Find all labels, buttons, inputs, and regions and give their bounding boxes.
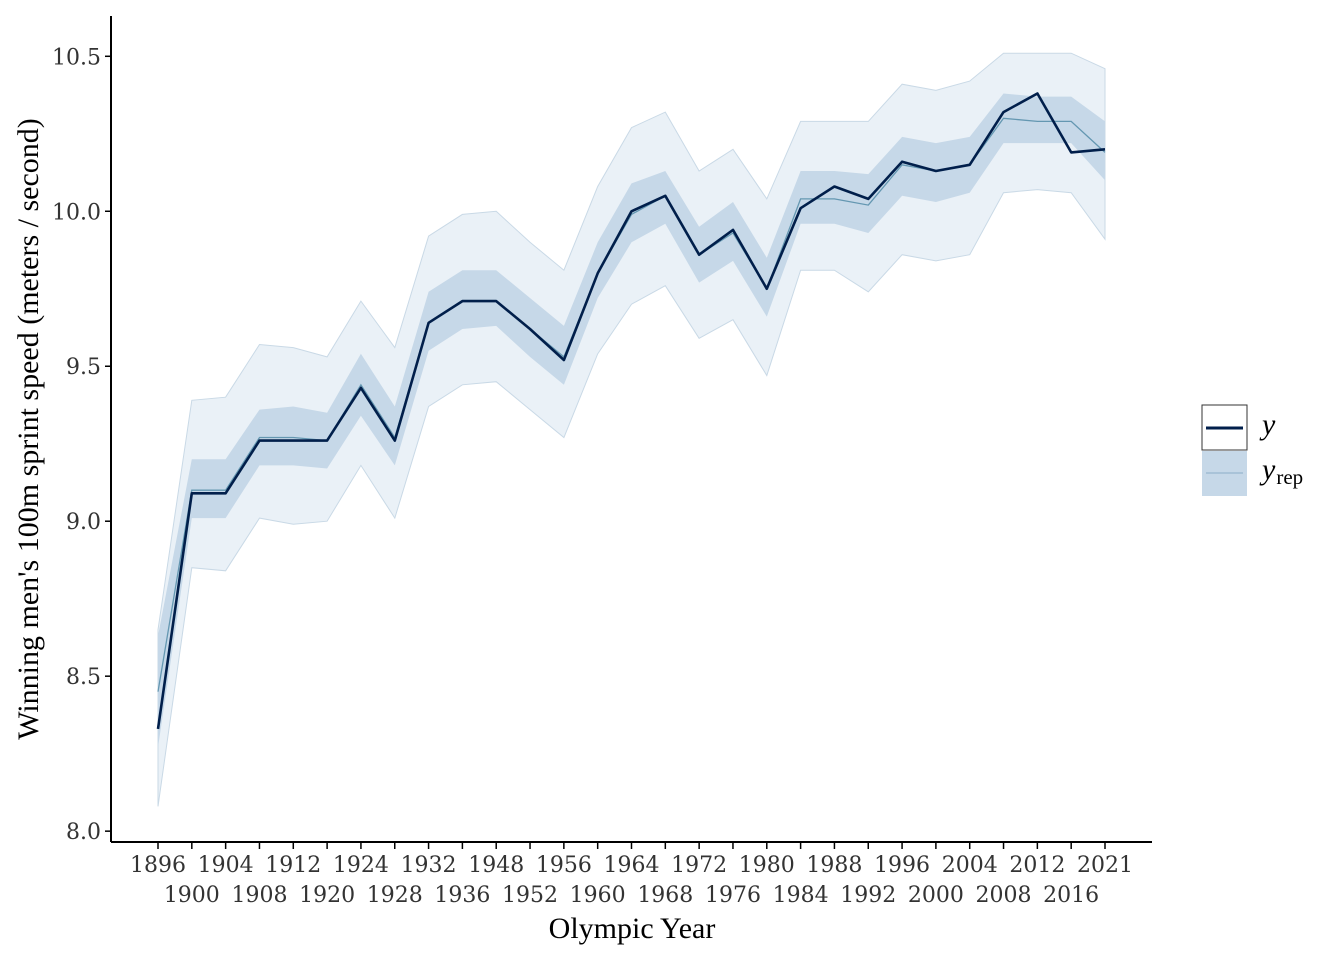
x-tick-label: 2016 xyxy=(1043,883,1099,908)
x-tick-label: 1928 xyxy=(367,883,423,908)
interval-bands xyxy=(157,52,1106,807)
x-tick-label: 1996 xyxy=(874,853,930,878)
x-tick-label: 1896 xyxy=(130,853,186,878)
y-tick-label: 9.0 xyxy=(66,510,101,535)
x-tick-label: 1956 xyxy=(536,853,592,878)
y-tick-label: 8.5 xyxy=(66,665,101,690)
x-tick-label: 1932 xyxy=(401,853,457,878)
y-ticks: 8.0 8.5 9.0 9.5 10.0 10.5 xyxy=(52,45,111,845)
x-tick-label: 1976 xyxy=(705,883,761,908)
x-axis-title: Olympic Year xyxy=(549,912,716,945)
x-tick-label: 1924 xyxy=(333,853,389,878)
x-tick-label: 2008 xyxy=(976,883,1032,908)
y-axis-title: Winning men's 100m sprint speed (meters … xyxy=(12,118,45,740)
series-lines xyxy=(156,92,1106,730)
x-tick-label: 1988 xyxy=(806,853,862,878)
legend-label-y: y xyxy=(1259,408,1276,441)
x-tick-label: 1904 xyxy=(198,853,254,878)
x-tick-label: 1980 xyxy=(739,853,795,878)
x-tick-label: 1992 xyxy=(840,883,896,908)
legend-label-yrep-sub: rep xyxy=(1276,465,1303,489)
x-tick-label: 1948 xyxy=(468,853,524,878)
x-tick-label: 1952 xyxy=(502,883,558,908)
x-tick-label: 1908 xyxy=(231,883,287,908)
x-tick-label: 1936 xyxy=(434,883,490,908)
x-tick-label: 1984 xyxy=(773,883,829,908)
x-tick-label: 1972 xyxy=(671,853,727,878)
x-tick-label: 2004 xyxy=(942,853,998,878)
legend-label-yrep: yrep xyxy=(1259,453,1303,489)
x-tick-label: 2012 xyxy=(1009,853,1065,878)
x-tick-label: 2000 xyxy=(908,883,964,908)
x-ticks: 1896 1900 1904 1908 1912 1920 1924 1928 1932 1936… xyxy=(130,842,1133,908)
inner-interval-band xyxy=(158,93,1105,748)
y-tick-label: 9.5 xyxy=(66,355,101,380)
y-tick-label: 8.0 xyxy=(66,820,101,845)
outer-interval-band xyxy=(157,52,1106,807)
x-tick-label: 1960 xyxy=(570,883,626,908)
legend: y yrep xyxy=(1201,404,1303,496)
x-tick-label: 1920 xyxy=(299,883,355,908)
y-tick-label: 10.5 xyxy=(52,45,101,70)
x-tick-label: 1968 xyxy=(637,883,693,908)
x-tick-label: 1964 xyxy=(604,853,660,878)
y-tick-label: 10.0 xyxy=(52,200,101,225)
x-tick-label: 1900 xyxy=(164,883,220,908)
y-line xyxy=(156,92,1106,730)
x-tick-label: 2021 xyxy=(1077,853,1133,878)
x-tick-label: 1912 xyxy=(265,853,321,878)
legend-label-yrep-main: y xyxy=(1259,453,1276,486)
